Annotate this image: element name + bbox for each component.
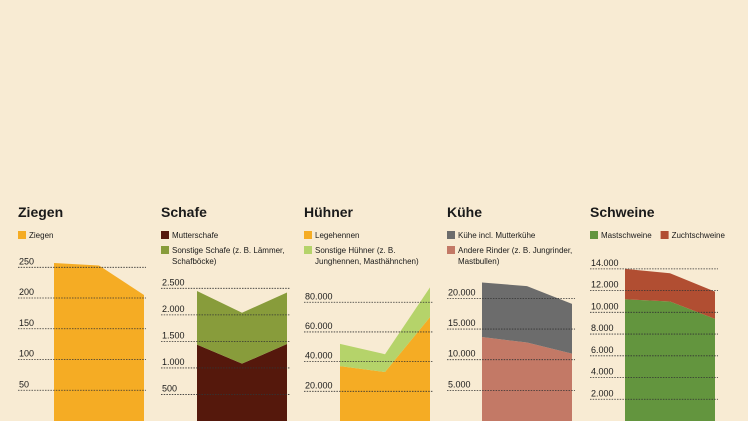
- chart-title: Ziegen: [18, 204, 63, 220]
- tick-label: 6.000: [591, 345, 614, 355]
- legend-label: Mutterschafe: [172, 231, 219, 240]
- legend-swatch: [660, 231, 669, 239]
- tick-label: 2.500: [162, 277, 185, 287]
- tick-label: 20.000: [448, 287, 476, 297]
- chart-ziegen: Ziegen Ziegen 50 100 150 200 250: [18, 204, 146, 421]
- area-sonstige_schafe: [197, 290, 287, 364]
- legend-swatch: [161, 246, 169, 254]
- chart-title: Schafe: [161, 204, 207, 220]
- legend-swatch: [161, 231, 169, 239]
- chart-schweine: Schweine Mastschweine Zuchtschweine 2.000 4.…: [590, 204, 726, 421]
- tick-label: 1.500: [162, 330, 185, 340]
- legend-label: Andere Rinder (z. B. Jungrinder, Mastbull…: [458, 246, 572, 266]
- chart-title: Hühner: [304, 204, 354, 220]
- tick-label: 200: [19, 287, 34, 297]
- tick-label: 4.000: [591, 367, 614, 377]
- legend-label: Legehennen: [315, 231, 360, 240]
- tick-label: 60.000: [305, 321, 333, 331]
- legend-swatch: [18, 231, 26, 239]
- tick-label: 10.000: [591, 301, 619, 311]
- legend-label: Kühe incl. Mutterkühe: [458, 231, 536, 240]
- area-legehennen: [340, 317, 430, 421]
- area-mastschweine: [625, 299, 715, 421]
- chart-huehner: Hühner Legehennen Sonstige Hühner (z. B. Ju…: [304, 204, 433, 421]
- chart-title: Schweine: [590, 204, 655, 220]
- tick-label: 100: [19, 349, 34, 359]
- area-sonstige_huehner: [340, 287, 430, 373]
- tick-label: 500: [162, 383, 177, 393]
- legend-label: Mastschweine: [601, 231, 652, 240]
- chart-title: Kühe: [447, 204, 482, 220]
- legend-label: Ziegen: [29, 231, 53, 240]
- tick-label: 250: [19, 256, 34, 266]
- tick-label: 5.000: [448, 379, 471, 389]
- area-andere_rinder: [482, 337, 572, 421]
- tick-label: 1.000: [162, 357, 185, 367]
- tick-label: 80.000: [305, 291, 333, 301]
- legend-label: Sonstige Hühner (z. B. Junghennen, Masthä…: [315, 246, 419, 266]
- tick-label: 2.000: [591, 388, 614, 398]
- tick-label: 10.000: [448, 349, 476, 359]
- tick-label: 14.000: [591, 258, 619, 268]
- chart-schafe: Schafe Mutterschafe Sonstige Schafe (z. B.…: [161, 204, 290, 421]
- area-kuehe: [482, 282, 572, 354]
- legend-swatch: [447, 231, 455, 239]
- area-zuchtschweine: [625, 268, 715, 319]
- tick-label: 40.000: [305, 351, 333, 361]
- tick-label: 50: [19, 379, 29, 389]
- tick-label: 20.000: [305, 380, 333, 390]
- tick-label: 2.000: [162, 304, 185, 314]
- legend-swatch: [304, 231, 312, 239]
- legend-swatch: [590, 231, 598, 239]
- tick-label: 8.000: [591, 323, 614, 333]
- tick-label: 15.000: [448, 318, 476, 328]
- tick-label: 12.000: [591, 280, 619, 290]
- legend-label: Sonstige Schafe (z. B. Lämmer, Schafböcke…: [172, 246, 285, 266]
- legend-label: Zuchtschweine: [672, 231, 726, 240]
- legend-swatch: [304, 246, 312, 254]
- area-ziegen: [54, 262, 144, 421]
- tick-label: 150: [19, 318, 34, 328]
- legend-swatch: [447, 246, 455, 254]
- chart-kuehe: Kühe Kühe incl. Mutterkühe Andere Rinder (…: [447, 204, 575, 421]
- area-mutterschafe: [197, 344, 287, 421]
